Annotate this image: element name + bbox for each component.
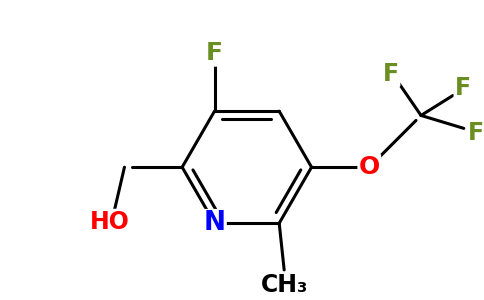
Text: CH₃: CH₃ [260, 273, 308, 297]
Text: N: N [203, 210, 226, 236]
Text: F: F [206, 41, 223, 65]
Text: O: O [359, 155, 380, 179]
Text: F: F [468, 122, 484, 146]
Text: HO: HO [90, 210, 129, 234]
Text: F: F [455, 76, 471, 100]
Text: F: F [383, 61, 399, 85]
